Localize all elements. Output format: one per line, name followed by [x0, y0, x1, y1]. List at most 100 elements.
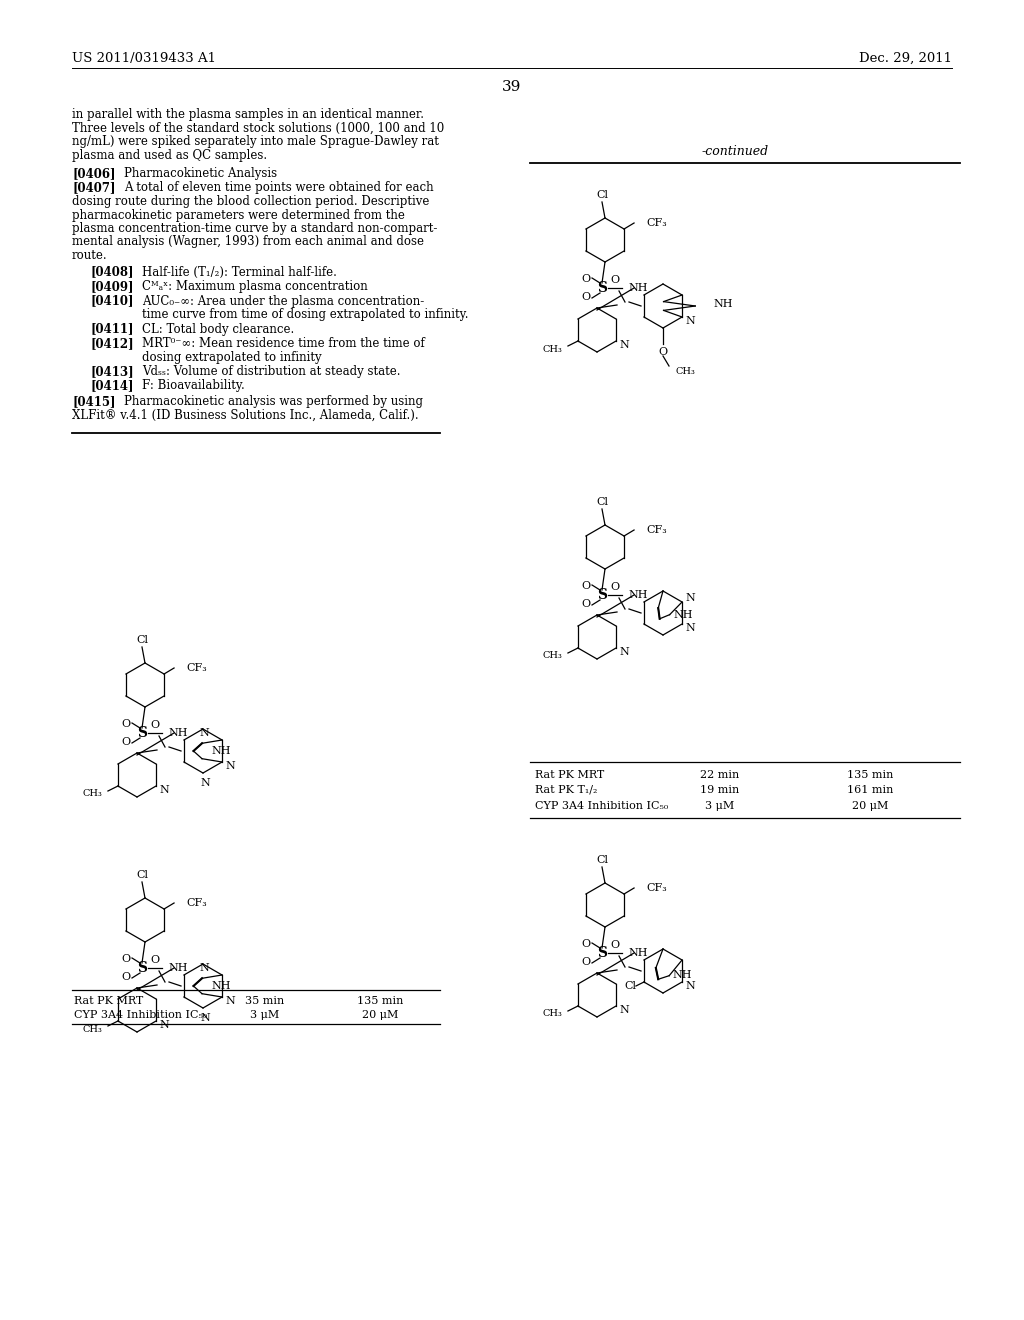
- Text: S: S: [597, 281, 607, 294]
- Text: CF₃: CF₃: [646, 525, 667, 535]
- Text: Cl: Cl: [624, 981, 636, 991]
- Text: CH₃: CH₃: [542, 345, 562, 354]
- Text: 39: 39: [503, 81, 521, 94]
- Text: Half-life (T₁/₂): Terminal half-life.: Half-life (T₁/₂): Terminal half-life.: [142, 265, 337, 279]
- Text: CF₃: CF₃: [646, 883, 667, 894]
- Text: [0410]: [0410]: [90, 294, 133, 308]
- Text: A total of eleven time points were obtained for each: A total of eleven time points were obtai…: [124, 181, 433, 194]
- Text: NH: NH: [628, 282, 647, 293]
- Text: Vdₛₛ: Volume of distribution at steady state.: Vdₛₛ: Volume of distribution at steady s…: [142, 366, 400, 378]
- Text: O: O: [582, 275, 591, 284]
- Text: O: O: [610, 940, 620, 950]
- Text: CF₃: CF₃: [186, 663, 207, 673]
- Text: CH₃: CH₃: [82, 789, 102, 799]
- Text: [0413]: [0413]: [90, 366, 133, 378]
- Text: 19 min: 19 min: [700, 785, 739, 795]
- Text: Pharmacokinetic Analysis: Pharmacokinetic Analysis: [124, 168, 278, 180]
- Text: CH₃: CH₃: [82, 1024, 102, 1034]
- Text: NH: NH: [211, 981, 231, 991]
- Text: Rat PK T₁/₂: Rat PK T₁/₂: [535, 785, 597, 795]
- Text: Cl: Cl: [596, 855, 608, 865]
- Text: O: O: [151, 719, 160, 730]
- Text: Cl: Cl: [136, 870, 148, 880]
- Text: N: N: [199, 729, 209, 738]
- Text: N: N: [200, 777, 210, 788]
- Text: O: O: [610, 582, 620, 591]
- Text: CF₃: CF₃: [646, 218, 667, 228]
- Text: [0415]: [0415]: [72, 395, 116, 408]
- Text: NH: NH: [674, 610, 693, 620]
- Text: plasma and used as QC samples.: plasma and used as QC samples.: [72, 149, 267, 161]
- Text: N: N: [159, 1020, 169, 1030]
- Text: O: O: [122, 737, 131, 747]
- Text: in parallel with the plasma samples in an identical manner.: in parallel with the plasma samples in a…: [72, 108, 424, 121]
- Text: [0406]: [0406]: [72, 168, 116, 180]
- Text: Rat PK MRT: Rat PK MRT: [535, 770, 604, 780]
- Text: N: N: [685, 981, 695, 991]
- Text: AUC₀₋∞: Area under the plasma concentration-: AUC₀₋∞: Area under the plasma concentrat…: [142, 294, 424, 308]
- Text: S: S: [597, 946, 607, 960]
- Text: N: N: [620, 341, 629, 350]
- Text: N: N: [200, 1012, 210, 1023]
- Text: NH: NH: [714, 300, 733, 309]
- Text: N: N: [685, 593, 695, 603]
- Text: S: S: [137, 726, 147, 741]
- Text: 3 μM: 3 μM: [706, 801, 734, 810]
- Text: N: N: [620, 1005, 629, 1015]
- Text: pharmacokinetic parameters were determined from the: pharmacokinetic parameters were determin…: [72, 209, 404, 222]
- Text: O: O: [658, 347, 668, 356]
- Text: 3 μM: 3 μM: [251, 1010, 280, 1020]
- Text: [0408]: [0408]: [90, 265, 133, 279]
- Text: CF₃: CF₃: [186, 898, 207, 908]
- Text: O: O: [582, 581, 591, 591]
- Text: route.: route.: [72, 249, 108, 261]
- Text: NH: NH: [211, 746, 231, 756]
- Text: Dec. 29, 2011: Dec. 29, 2011: [859, 51, 952, 65]
- Text: Pharmacokinetic analysis was performed by using: Pharmacokinetic analysis was performed b…: [124, 395, 423, 408]
- Text: F: Bioavailability.: F: Bioavailability.: [142, 380, 245, 392]
- Text: O: O: [582, 599, 591, 609]
- Text: N: N: [685, 315, 695, 326]
- Text: 35 min: 35 min: [246, 997, 285, 1006]
- Text: mental analysis (Wagner, 1993) from each animal and dose: mental analysis (Wagner, 1993) from each…: [72, 235, 424, 248]
- Text: NH: NH: [628, 590, 647, 601]
- Text: N: N: [199, 964, 209, 973]
- Text: CH₃: CH₃: [542, 652, 562, 660]
- Text: O: O: [582, 292, 591, 302]
- Text: 20 μM: 20 μM: [852, 801, 888, 810]
- Text: 135 min: 135 min: [356, 997, 403, 1006]
- Text: Cl: Cl: [596, 190, 608, 201]
- Text: 135 min: 135 min: [847, 770, 893, 780]
- Text: O: O: [151, 954, 160, 965]
- Text: O: O: [610, 275, 620, 285]
- Text: O: O: [122, 719, 131, 729]
- Text: [0414]: [0414]: [90, 380, 133, 392]
- Text: plasma concentration-time curve by a standard non-compart-: plasma concentration-time curve by a sta…: [72, 222, 437, 235]
- Text: O: O: [582, 939, 591, 949]
- Text: -continued: -continued: [701, 145, 769, 158]
- Text: NH: NH: [672, 970, 692, 981]
- Text: N: N: [685, 623, 695, 634]
- Text: NH: NH: [628, 948, 647, 958]
- Text: O: O: [122, 972, 131, 982]
- Text: NH: NH: [168, 729, 187, 738]
- Text: N: N: [620, 647, 629, 657]
- Text: MRT⁰⁻∞: Mean residence time from the time of: MRT⁰⁻∞: Mean residence time from the tim…: [142, 337, 425, 350]
- Text: dosing route during the blood collection period. Descriptive: dosing route during the blood collection…: [72, 195, 429, 209]
- Text: N: N: [159, 785, 169, 795]
- Text: NH: NH: [168, 964, 187, 973]
- Text: Cl: Cl: [596, 498, 608, 507]
- Text: Cl: Cl: [136, 635, 148, 645]
- Text: N: N: [225, 997, 234, 1006]
- Text: US 2011/0319433 A1: US 2011/0319433 A1: [72, 51, 216, 65]
- Text: N: N: [225, 762, 234, 771]
- Text: 22 min: 22 min: [700, 770, 739, 780]
- Text: [0412]: [0412]: [90, 337, 133, 350]
- Text: 20 μM: 20 μM: [361, 1010, 398, 1020]
- Text: [0409]: [0409]: [90, 280, 133, 293]
- Text: O: O: [582, 957, 591, 968]
- Text: Three levels of the standard stock solutions (1000, 100 and 10: Three levels of the standard stock solut…: [72, 121, 444, 135]
- Text: [0411]: [0411]: [90, 322, 133, 335]
- Text: CH₃: CH₃: [542, 1010, 562, 1019]
- Text: Cᴹₐˣ: Maximum plasma concentration: Cᴹₐˣ: Maximum plasma concentration: [142, 280, 368, 293]
